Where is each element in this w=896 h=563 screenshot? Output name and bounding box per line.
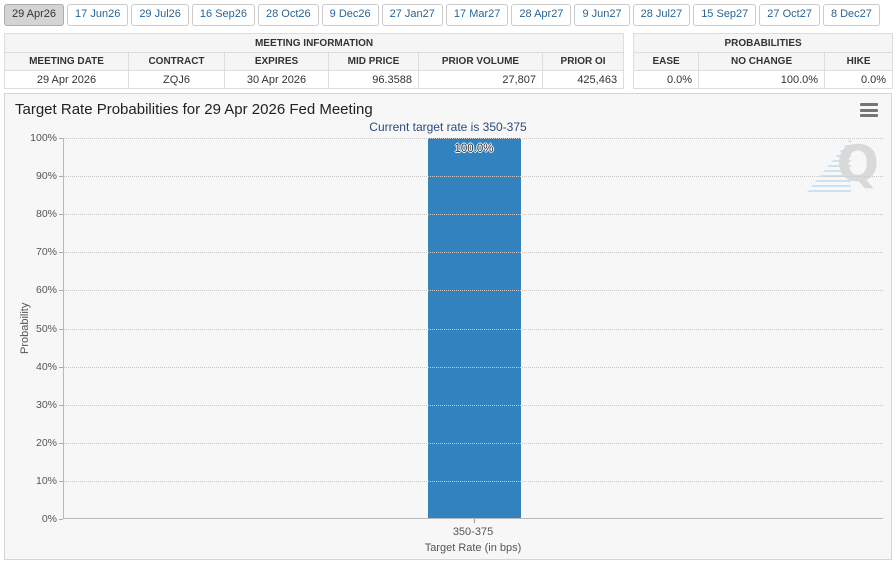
meeting-info-value-3: 96.3588 bbox=[328, 70, 419, 89]
gridline-20 bbox=[64, 442, 883, 444]
tab-15-sep27[interactable]: 15 Sep27 bbox=[693, 4, 757, 26]
meeting-information-table: MEETING INFORMATION MEETING DATE CONTRACT… bbox=[3, 33, 625, 89]
x-axis-category-label: 350-375 bbox=[452, 526, 494, 538]
meeting-information-title-row: MEETING INFORMATION bbox=[3, 33, 625, 53]
y-tick-label-30: 30% bbox=[35, 398, 57, 411]
y-tick-label-70: 70% bbox=[35, 246, 57, 259]
tab-9-dec26[interactable]: 9 Dec26 bbox=[321, 4, 379, 26]
tab-17-mar27[interactable]: 17 Mar27 bbox=[445, 4, 509, 26]
tab-9-jun27[interactable]: 9 Jun27 bbox=[574, 4, 630, 26]
y-axis-tick-20 bbox=[59, 442, 63, 444]
probabilities-title: PROBABILITIES bbox=[633, 33, 894, 53]
meeting-info-col-3: MID PRICE bbox=[328, 52, 419, 71]
tab-28-oct26[interactable]: 28 Oct26 bbox=[258, 4, 319, 26]
y-tick-label-80: 80% bbox=[35, 208, 57, 221]
tab-16-sep26[interactable]: 16 Sep26 bbox=[191, 4, 256, 26]
tab-8-dec27[interactable]: 8 Dec27 bbox=[822, 4, 880, 26]
probabilities-col-2: HIKE bbox=[824, 52, 894, 71]
plot-area: 100.0% bbox=[59, 138, 883, 523]
probabilities-value-0: 0.0% bbox=[633, 70, 700, 89]
gridline-10 bbox=[64, 480, 883, 482]
probability-bar[interactable]: 100.0% bbox=[427, 138, 521, 518]
hamburger-icon bbox=[860, 103, 878, 106]
probabilities-value-2: 0.0% bbox=[824, 70, 894, 89]
meeting-info-col-1: CONTRACT bbox=[128, 52, 225, 71]
gridline-60 bbox=[64, 290, 883, 292]
tab-29-jul26[interactable]: 29 Jul26 bbox=[131, 4, 189, 26]
y-tick-label-20: 20% bbox=[35, 436, 57, 449]
tab-28-jul27[interactable]: 28 Jul27 bbox=[632, 4, 691, 26]
y-axis-tick-40 bbox=[59, 366, 63, 368]
chart-title: Target Rate Probabilities for 29 Apr 202… bbox=[15, 101, 373, 118]
probabilities-header-row: EASE NO CHANGE HIKE bbox=[633, 52, 894, 71]
tab-27-jan27[interactable]: 27 Jan27 bbox=[381, 4, 443, 26]
gridline-30 bbox=[64, 404, 883, 406]
y-tick-label-60: 60% bbox=[35, 284, 57, 297]
meeting-information-value-row: 29 Apr 2026 ZQJ6 30 Apr 2026 96.3588 27,807 4… bbox=[4, 70, 625, 89]
gridline-80 bbox=[64, 214, 883, 216]
chart-panel: Target Rate Probabilities for 29 Apr 202… bbox=[4, 93, 892, 560]
tab-28-apr27[interactable]: 28 Apr27 bbox=[511, 4, 572, 26]
probabilities-col-1: NO CHANGE bbox=[698, 52, 826, 71]
meeting-info-col-2: EXPIRES bbox=[224, 52, 329, 71]
y-axis-tick-80 bbox=[59, 214, 63, 216]
quikstrike-watermark: Q bbox=[807, 136, 879, 196]
meeting-info-value-4: 27,807 bbox=[418, 70, 543, 89]
watermark-q-logo: Q bbox=[836, 135, 879, 193]
info-tables: MEETING INFORMATION MEETING DATE CONTRACT… bbox=[3, 33, 894, 89]
chart-menu-button[interactable] bbox=[860, 102, 880, 118]
x-axis-title: Target Rate (in bps) bbox=[424, 542, 522, 554]
gridline-100 bbox=[64, 138, 883, 139]
meeting-info-col-0: MEETING DATE bbox=[4, 52, 129, 71]
y-axis-tick-10 bbox=[59, 480, 63, 482]
x-axis-tick bbox=[473, 519, 475, 523]
y-tick-label-90: 90% bbox=[35, 170, 57, 183]
meeting-info-col-5: PRIOR OI bbox=[541, 52, 625, 71]
bar-value-label: 100.0% bbox=[454, 143, 494, 155]
y-axis-tick-70 bbox=[59, 252, 63, 254]
tab-27-oct27[interactable]: 27 Oct27 bbox=[759, 4, 820, 26]
probabilities-value-1: 100.0% bbox=[698, 70, 826, 89]
y-tick-label-40: 40% bbox=[35, 360, 57, 373]
tab-17-jun26[interactable]: 17 Jun26 bbox=[67, 4, 129, 26]
meeting-info-value-0: 29 Apr 2026 bbox=[4, 70, 129, 89]
meeting-info-value-5: 425,463 bbox=[541, 70, 625, 89]
probabilities-table: PROBABILITIES EASE NO CHANGE HIKE 0.0% 100.… bbox=[633, 33, 894, 89]
gridline-40 bbox=[64, 366, 883, 368]
gridline-70 bbox=[64, 252, 883, 254]
probabilities-col-0: EASE bbox=[633, 52, 700, 71]
probabilities-value-row: 0.0% 100.0% 0.0% bbox=[633, 70, 894, 89]
meeting-date-tabs: 29 Apr26 17 Jun26 29 Jul26 16 Sep26 28 Oct26… bbox=[4, 4, 880, 26]
meeting-information-header-row: MEETING DATE CONTRACT EXPIRES MID PRICE PRIO… bbox=[4, 52, 625, 71]
y-axis-tick-100 bbox=[59, 138, 63, 139]
gridline-90 bbox=[64, 176, 883, 178]
y-tick-label-0: 0% bbox=[41, 513, 57, 525]
gridline-50 bbox=[64, 328, 883, 330]
y-axis-tick-60 bbox=[59, 290, 63, 292]
meeting-info-value-2: 30 Apr 2026 bbox=[224, 70, 329, 89]
probabilities-title-row: PROBABILITIES bbox=[633, 33, 894, 53]
tab-29-apr26[interactable]: 29 Apr26 bbox=[4, 4, 65, 26]
meeting-information-title: MEETING INFORMATION bbox=[3, 33, 625, 53]
chart-subtitle: Current target rate is 350-375 bbox=[369, 120, 527, 134]
y-axis-tick-30 bbox=[59, 404, 63, 406]
y-axis-tick-90 bbox=[59, 176, 63, 178]
y-axis-tick-50 bbox=[59, 328, 63, 330]
meeting-info-value-1: ZQJ6 bbox=[128, 70, 225, 89]
y-tick-label-50: 50% bbox=[35, 322, 57, 335]
y-tick-label-100: 100% bbox=[30, 132, 57, 144]
meeting-info-col-4: PRIOR VOLUME bbox=[418, 52, 543, 71]
y-tick-label-10: 10% bbox=[35, 474, 57, 487]
y-axis-tick-0 bbox=[59, 519, 63, 520]
